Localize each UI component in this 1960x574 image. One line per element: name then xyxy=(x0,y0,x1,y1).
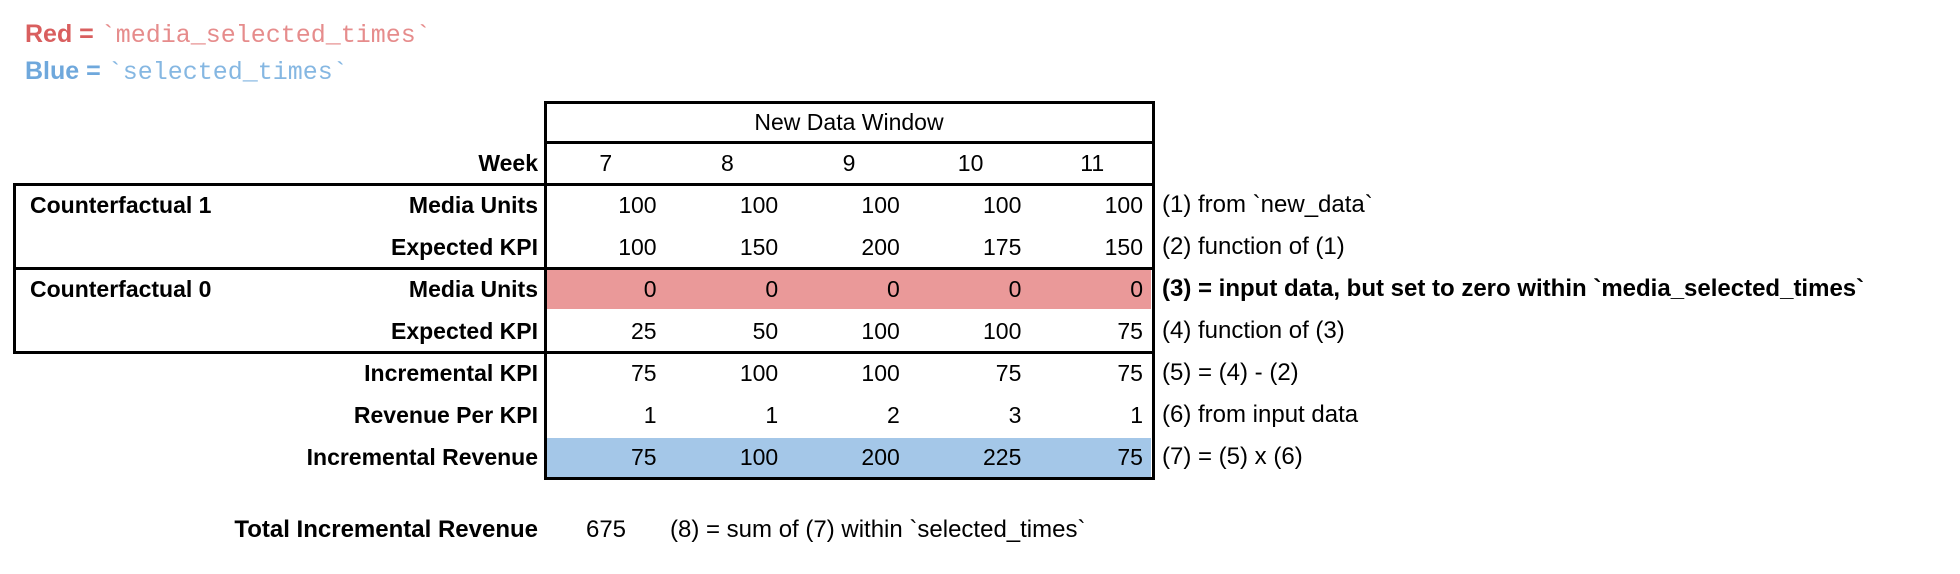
table-cell: 200 xyxy=(861,444,900,470)
week-number: 8 xyxy=(720,150,734,176)
row-label: Media Units xyxy=(408,276,538,302)
row-annotation: (5) = (4) - (2) xyxy=(1162,359,1299,386)
table-cell: 0 xyxy=(1130,276,1143,302)
week-number: 9 xyxy=(842,150,856,176)
table-cell: 75 xyxy=(995,360,1022,386)
table-cell: 100 xyxy=(983,318,1022,344)
table-cell: 75 xyxy=(631,444,657,470)
group-box-left-border xyxy=(13,182,16,354)
table-cell: 100 xyxy=(739,444,779,470)
table-cell: 175 xyxy=(983,234,1022,260)
legend-red-label: Red = xyxy=(25,20,94,48)
table-cell: 0 xyxy=(886,276,900,302)
row-annotation: (6) from input data xyxy=(1162,401,1359,428)
row-annotation: (2) function of (1) xyxy=(1162,233,1345,260)
table-cell: 25 xyxy=(631,318,657,344)
table-cell: 75 xyxy=(1117,444,1143,470)
row-annotation: (3) = input data, but set to zero within… xyxy=(1162,275,1865,302)
week-number: 7 xyxy=(599,150,613,176)
total-incremental-revenue-value: 675 xyxy=(585,516,627,543)
table-cell: 1 xyxy=(643,402,657,428)
table-cell: 100 xyxy=(618,234,657,260)
legend-red-code: `media_selected_times` xyxy=(100,21,431,50)
row-label: Expected KPI xyxy=(391,234,538,260)
selected-times-highlight xyxy=(547,437,1151,477)
table-cell: 100 xyxy=(861,360,900,386)
group-label: Counterfactual 0 xyxy=(30,276,212,302)
week-number: 10 xyxy=(957,150,984,176)
group-separator-line xyxy=(13,350,1153,354)
total-annotation: (8) = sum of (7) within `selected_times` xyxy=(670,516,1086,543)
table-cell: 100 xyxy=(1104,192,1143,218)
table-cell: 75 xyxy=(1117,318,1143,344)
media-selected-times-highlight xyxy=(547,269,1151,309)
table-cell: 100 xyxy=(861,192,900,218)
table-cell: 75 xyxy=(631,360,657,386)
table-cell: 100 xyxy=(861,318,900,344)
legend-blue-line: Blue = `selected_times` xyxy=(25,53,348,91)
table-cell: 0 xyxy=(1008,276,1022,302)
legend-red-line: Red = `media_selected_times` xyxy=(25,16,431,54)
header-separator-line xyxy=(545,140,1153,144)
group-label: Counterfactual 1 xyxy=(30,192,212,218)
table-cell: 3 xyxy=(1008,402,1022,428)
week-row-label: Week xyxy=(478,150,538,176)
table-cell: 1 xyxy=(1130,402,1143,428)
row-label: Expected KPI xyxy=(391,318,538,344)
row-label: Media Units xyxy=(408,192,538,218)
row-annotation: (7) = (5) x (6) xyxy=(1162,443,1303,470)
group-separator-line xyxy=(13,266,1153,270)
table-cell: 0 xyxy=(765,276,779,302)
week-number: 11 xyxy=(1080,150,1105,176)
table-cell: 100 xyxy=(739,360,779,386)
row-label: Incremental Revenue xyxy=(306,444,538,470)
table-cell: 75 xyxy=(1117,360,1143,386)
legend-blue-code: `selected_times` xyxy=(107,58,348,87)
row-label: Incremental KPI xyxy=(364,360,538,386)
table-outer-border xyxy=(543,100,1155,480)
row-annotation: (4) function of (3) xyxy=(1162,317,1345,344)
table-cell: 150 xyxy=(1104,234,1143,260)
table-cell: 50 xyxy=(752,318,779,344)
table-cell: 0 xyxy=(643,276,657,302)
new-data-window-header: New Data Window xyxy=(754,109,944,135)
table-cell: 2 xyxy=(886,402,900,428)
table-cell: 150 xyxy=(739,234,779,260)
table-cell: 225 xyxy=(983,444,1022,470)
table-cell: 200 xyxy=(861,234,900,260)
table-cell: 1 xyxy=(765,402,779,428)
group-separator-line xyxy=(13,182,1153,186)
row-label: Revenue Per KPI xyxy=(353,402,538,428)
table-cell: 100 xyxy=(739,192,779,218)
table-cell: 100 xyxy=(983,192,1022,218)
legend-blue-label: Blue = xyxy=(25,57,101,85)
table-cell: 100 xyxy=(618,192,657,218)
row-annotation: (1) from `new_data` xyxy=(1162,191,1373,218)
total-incremental-revenue-label: Total Incremental Revenue xyxy=(234,516,538,543)
